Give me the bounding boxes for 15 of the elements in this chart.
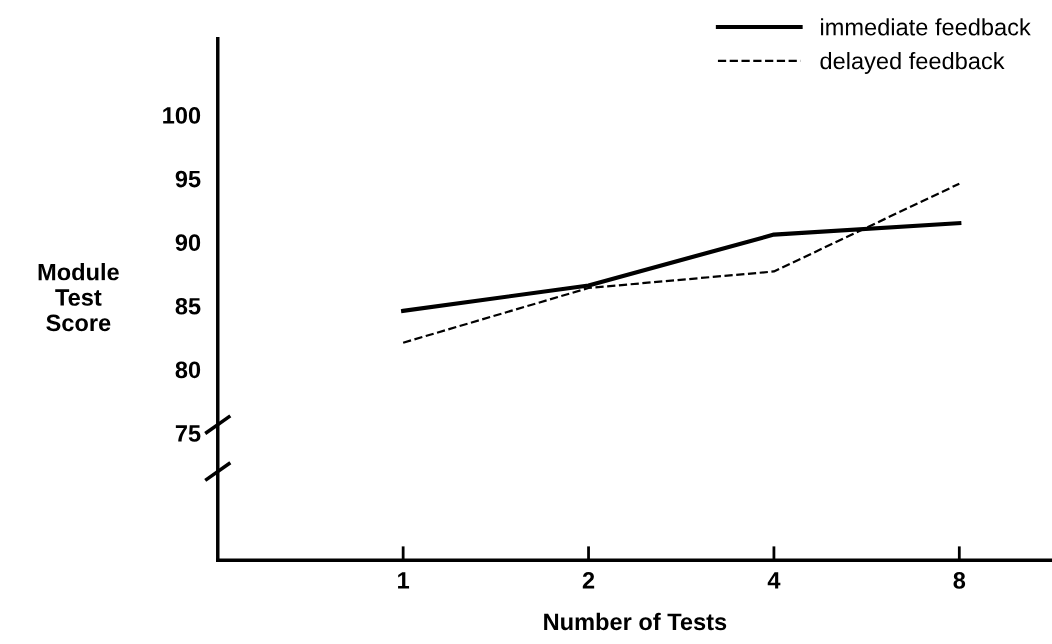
y-tick-label: 85 <box>175 297 201 315</box>
y-tick-label: 100 <box>163 107 201 124</box>
x-tick-label: 1 <box>398 572 410 589</box>
x-axis-title: Number of Tests <box>544 612 727 631</box>
y-tick-label: 95 <box>175 170 201 188</box>
y-tick-label: 90 <box>175 234 201 251</box>
x-tick-label: 2 <box>582 572 595 589</box>
y-tick-label: 80 <box>175 361 201 379</box>
y-axis-title: Module Test Score <box>38 263 119 332</box>
x-tick-label: 4 <box>767 572 781 589</box>
legend-label: delayed feedback <box>820 51 1005 74</box>
line-series <box>402 182 961 344</box>
y-tick-label: 75 <box>175 425 201 442</box>
legend-label: immediate feedback <box>821 18 1031 36</box>
x-tick-label: 8 <box>953 572 966 589</box>
